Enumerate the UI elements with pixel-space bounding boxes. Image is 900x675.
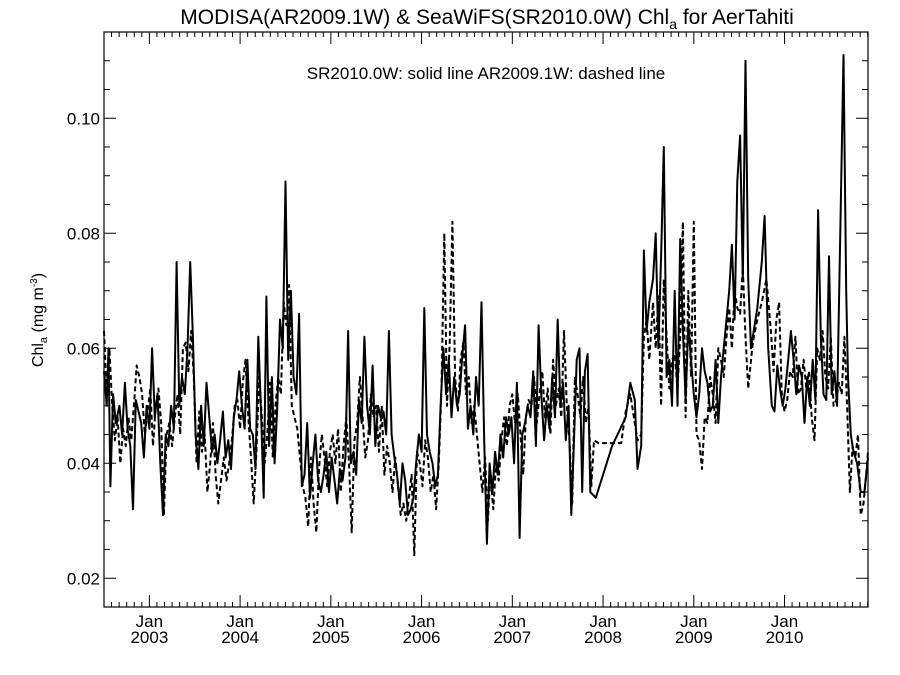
y-tick-label: 0.06 (67, 339, 100, 358)
chart-annotation: SR2010.0W: solid line AR2009.1W: dashed … (307, 64, 666, 83)
x-tick-month: Jan (317, 612, 344, 631)
x-tick-year: 2007 (493, 628, 531, 647)
y-axis-label-unit: (mg m (30, 287, 47, 337)
y-axis-label-close: ) (30, 273, 47, 278)
y-tick-label: 0.10 (67, 109, 100, 128)
y-axis-label-main: Chl (30, 343, 47, 367)
x-tick-year: 2004 (221, 628, 259, 647)
x-tick-month: Jan (499, 612, 526, 631)
y-tick-label: 0.02 (67, 569, 100, 588)
x-tick-year: 2010 (766, 628, 804, 647)
chart-title-subscript: a (669, 16, 677, 32)
x-tick-month: Jan (680, 612, 707, 631)
x-tick-month: Jan (226, 612, 253, 631)
y-tick-label: 0.04 (67, 454, 100, 473)
chart-title: MODISA(AR2009.1W) & SeaWiFS(SR2010.0W) C… (180, 6, 794, 32)
x-tick-year: 2006 (403, 628, 441, 647)
y-axis-label: Chla (mg m-3) (29, 273, 50, 367)
chart-title-main: MODISA(AR2009.1W) & SeaWiFS(SR2010.0W) C… (180, 6, 669, 29)
x-tick-year: 2009 (675, 628, 713, 647)
y-axis-label-subscript: a (38, 336, 50, 343)
x-tick-month: Jan (136, 612, 163, 631)
x-tick-month: Jan (589, 612, 616, 631)
x-tick-year: 2008 (584, 628, 622, 647)
axes: 0.020.040.060.080.10Jan2003Jan2004Jan200… (67, 32, 869, 647)
x-tick-month: Jan (408, 612, 435, 631)
series-layer (103, 54, 869, 557)
x-tick-month: Jan (771, 612, 798, 631)
chart-title-end: for AerTahiti (677, 6, 794, 29)
x-tick-year: 2003 (130, 628, 168, 647)
y-axis-label-superscript: -3 (29, 278, 40, 287)
y-tick-label: 0.08 (67, 224, 100, 243)
series-line-ar2009-1w (103, 220, 869, 557)
x-tick-year: 2005 (312, 628, 350, 647)
